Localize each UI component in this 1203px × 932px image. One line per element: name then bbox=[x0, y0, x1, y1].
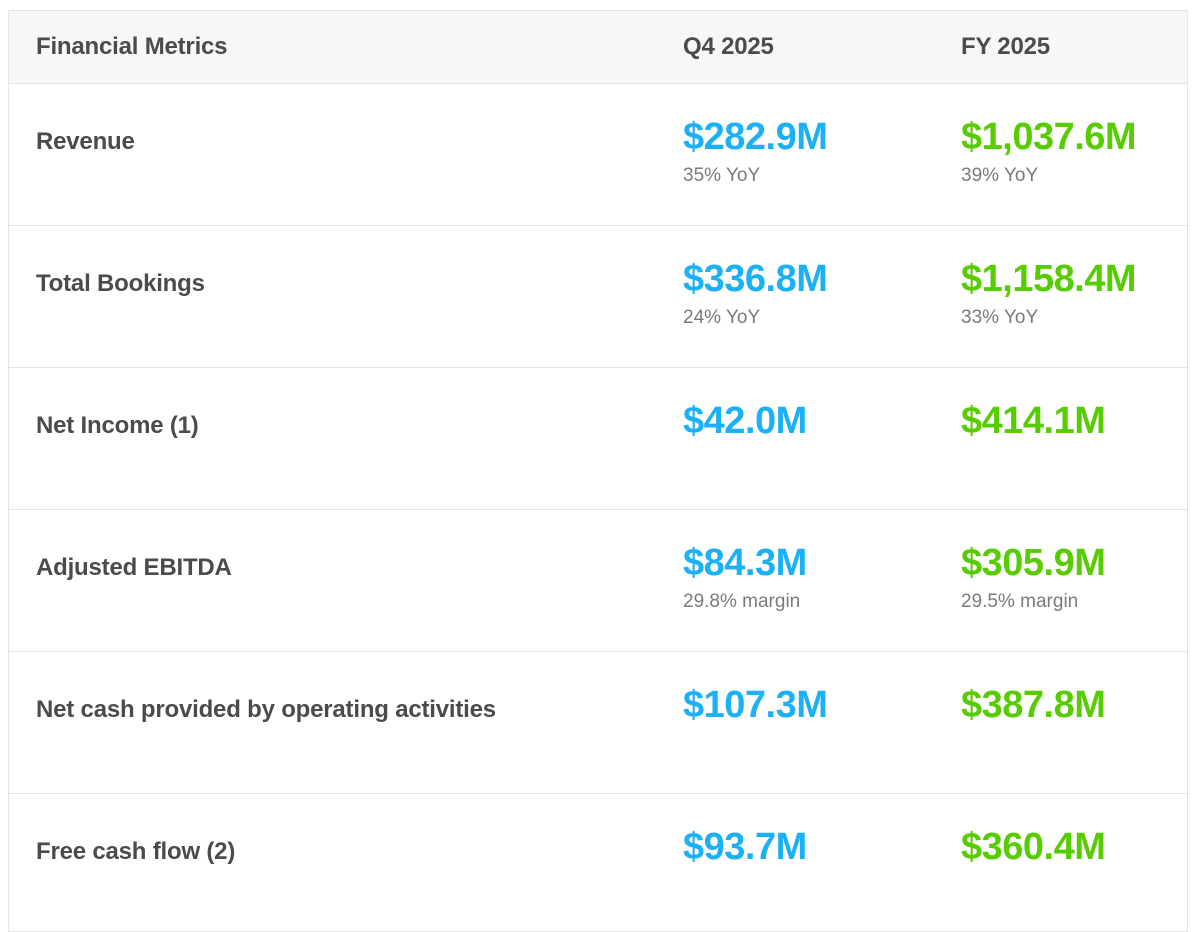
fy-cell: $1,037.6M 39% YoY bbox=[961, 118, 1187, 187]
fy-cell: $1,158.4M 33% YoY bbox=[961, 260, 1187, 329]
metric-label: Adjusted EBITDA bbox=[36, 554, 232, 581]
fy-sublabel: 33% YoY bbox=[961, 307, 1039, 328]
column-header-financial-metrics: Financial Metrics bbox=[36, 33, 228, 60]
table-row-total-bookings: Total Bookings $336.8M 24% YoY $1,158.4M… bbox=[9, 226, 1187, 368]
fy-value: $1,158.4M bbox=[961, 258, 1137, 300]
q4-cell: $282.9M 35% YoY bbox=[683, 118, 961, 187]
fy-value: $360.4M bbox=[961, 826, 1106, 868]
q4-cell: $107.3M bbox=[683, 686, 961, 724]
q4-cell: $336.8M 24% YoY bbox=[683, 260, 961, 329]
q4-value: $107.3M bbox=[683, 684, 828, 726]
q4-sublabel: 24% YoY bbox=[683, 307, 761, 328]
metric-label: Net Income (1) bbox=[36, 412, 199, 439]
financial-metrics-table: Financial Metrics Q4 2025 FY 2025 Revenu… bbox=[8, 10, 1188, 932]
q4-sublabel: 29.8% margin bbox=[683, 591, 801, 612]
q4-value: $93.7M bbox=[683, 826, 807, 868]
table-row-adjusted-ebitda: Adjusted EBITDA $84.3M 29.8% margin $305… bbox=[9, 510, 1187, 652]
q4-value: $336.8M bbox=[683, 258, 828, 300]
fy-value: $414.1M bbox=[961, 400, 1106, 442]
metric-label: Net cash provided by operating activitie… bbox=[36, 696, 496, 723]
metric-label: Free cash flow (2) bbox=[36, 838, 236, 865]
q4-cell: $42.0M bbox=[683, 402, 961, 440]
table-header-row: Financial Metrics Q4 2025 FY 2025 bbox=[9, 11, 1187, 84]
q4-value: $282.9M bbox=[683, 116, 828, 158]
fy-value: $305.9M bbox=[961, 542, 1106, 584]
table-row-free-cash-flow: Free cash flow (2) $93.7M $360.4M bbox=[9, 794, 1187, 932]
metric-label: Total Bookings bbox=[36, 270, 205, 297]
fy-sublabel: 29.5% margin bbox=[961, 591, 1079, 612]
q4-cell: $93.7M bbox=[683, 828, 961, 866]
fy-value: $387.8M bbox=[961, 684, 1106, 726]
q4-value: $42.0M bbox=[683, 400, 807, 442]
fy-cell: $387.8M bbox=[961, 686, 1187, 724]
fy-sublabel: 39% YoY bbox=[961, 165, 1039, 186]
q4-value: $84.3M bbox=[683, 542, 807, 584]
table-row-net-cash-operating: Net cash provided by operating activitie… bbox=[9, 652, 1187, 794]
q4-sublabel: 35% YoY bbox=[683, 165, 761, 186]
fy-cell: $414.1M bbox=[961, 402, 1187, 440]
fy-cell: $360.4M bbox=[961, 828, 1187, 866]
column-header-q4-2025: Q4 2025 bbox=[683, 33, 774, 60]
fy-value: $1,037.6M bbox=[961, 116, 1137, 158]
table-row-revenue: Revenue $282.9M 35% YoY $1,037.6M 39% Yo… bbox=[9, 84, 1187, 226]
metric-label: Revenue bbox=[36, 128, 135, 155]
column-header-fy-2025: FY 2025 bbox=[961, 33, 1050, 60]
table-row-net-income: Net Income (1) $42.0M $414.1M bbox=[9, 368, 1187, 510]
fy-cell: $305.9M 29.5% margin bbox=[961, 544, 1187, 613]
q4-cell: $84.3M 29.8% margin bbox=[683, 544, 961, 613]
